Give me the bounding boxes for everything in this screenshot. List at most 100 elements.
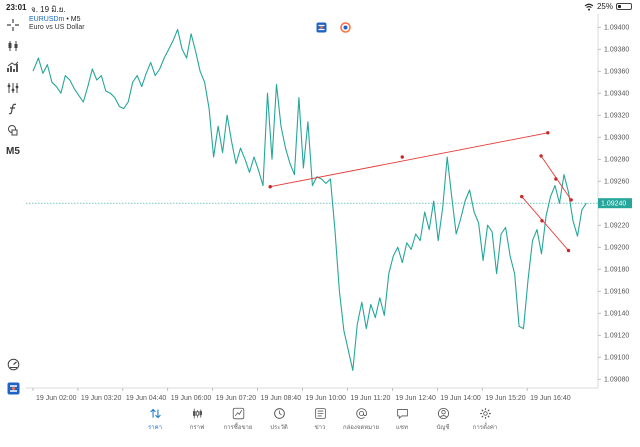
chat-icon bbox=[396, 409, 408, 419]
current-price-marker: 1.09240 bbox=[26, 198, 632, 209]
trendline-anchor[interactable] bbox=[268, 185, 272, 189]
history-icon bbox=[273, 408, 285, 419]
x-tick-label: 19 Jun 14:00 bbox=[440, 395, 481, 402]
trendline-anchor[interactable] bbox=[520, 194, 524, 199]
trade-levels-icon[interactable] bbox=[340, 20, 351, 33]
y-tick-label: 1.09360 bbox=[604, 69, 629, 76]
y-tick-label: 1.09380 bbox=[604, 47, 629, 54]
trendline-anchor[interactable] bbox=[554, 177, 558, 181]
news-icon bbox=[314, 408, 326, 419]
trendline-anchor[interactable] bbox=[400, 155, 404, 159]
settings-icon bbox=[479, 408, 491, 419]
x-tick-label: 19 Jun 04:40 bbox=[126, 395, 167, 402]
x-tick-label: 19 Jun 03:20 bbox=[81, 395, 122, 402]
x-tick-label: 19 Jun 08:40 bbox=[261, 395, 302, 402]
y-tick-label: 1.09320 bbox=[604, 113, 629, 120]
timeframe-button[interactable]: M5 bbox=[4, 143, 22, 159]
y-tick-label: 1.09340 bbox=[604, 91, 629, 98]
current-price-label: 1.09240 bbox=[601, 201, 626, 208]
y-tick-label: 1.09400 bbox=[604, 25, 629, 32]
y-tick-label: 1.09180 bbox=[604, 267, 629, 274]
symbol-name: EURUSDm bbox=[29, 16, 65, 23]
x-tick-label: 19 Jun 12:40 bbox=[395, 395, 436, 402]
nav-label: กราฟ bbox=[189, 425, 205, 431]
symbol-separator: • bbox=[66, 16, 69, 23]
account-icon bbox=[437, 407, 449, 420]
nav-label: การตั้งค่า bbox=[472, 425, 498, 431]
y-tick-label: 1.09200 bbox=[604, 245, 629, 252]
battery-percent: 25% bbox=[596, 2, 613, 11]
objects-icon[interactable] bbox=[4, 80, 22, 96]
nav-label: ราคา bbox=[148, 425, 162, 431]
nav-item-news[interactable]: ข่าว bbox=[298, 407, 342, 432]
status-date: จ. 19 มิ.ย. bbox=[31, 5, 66, 14]
function-icon[interactable] bbox=[4, 101, 22, 117]
one-click-trading-toggle-icon[interactable] bbox=[316, 20, 327, 33]
y-tick-label: 1.09220 bbox=[604, 223, 629, 230]
price-axis: 1.09400 1.09380 1.09360 1.09340 1.09320 1.093… bbox=[26, 14, 629, 389]
quotes-icon bbox=[149, 408, 161, 419]
shapes-icon[interactable] bbox=[4, 122, 22, 138]
price-line bbox=[32, 28, 587, 371]
price-chart[interactable]: 1.09400 1.09380 1.09360 1.09340 1.09320 1.093… bbox=[26, 14, 640, 404]
y-tick-label: 1.09120 bbox=[604, 333, 629, 340]
symbol-description: Euro vs US Dollar bbox=[29, 24, 85, 31]
x-tick-label: 19 Jun 10:00 bbox=[306, 395, 347, 402]
nav-item-settings[interactable]: การตั้งค่า bbox=[463, 407, 507, 432]
x-tick-label: 19 Jun 07:20 bbox=[216, 395, 257, 402]
nav-item-account[interactable]: บัญชี bbox=[421, 407, 465, 432]
nav-item-history[interactable]: ประวัติ bbox=[257, 407, 301, 432]
one-click-trading-icon[interactable] bbox=[4, 380, 22, 396]
y-tick-label: 1.09280 bbox=[604, 157, 629, 164]
trendline-anchor[interactable] bbox=[539, 154, 543, 158]
y-tick-label: 1.09140 bbox=[604, 311, 629, 318]
chart-area[interactable]: 1.09400 1.09380 1.09360 1.09340 1.09320 1.093… bbox=[26, 14, 640, 404]
chart-icon bbox=[192, 408, 202, 419]
speedometer-icon[interactable] bbox=[4, 356, 22, 372]
time-axis: 19 Jun 02:00 19 Jun 03:20 19 Jun 04:40 19 J… bbox=[32, 388, 571, 402]
trendline[interactable] bbox=[270, 132, 548, 188]
y-tick-label: 1.09100 bbox=[604, 355, 629, 362]
nav-label: การซื้อขาย bbox=[223, 425, 253, 431]
crosshair-icon[interactable] bbox=[4, 17, 22, 33]
trendlines[interactable] bbox=[268, 131, 573, 253]
y-tick-label: 1.09080 bbox=[604, 377, 629, 384]
left-toolbar: M5 bbox=[0, 14, 26, 399]
y-tick-label: 1.09160 bbox=[604, 289, 629, 296]
symbol-header: EURUSDm • M5 bbox=[29, 16, 80, 23]
y-tick-label: 1.09260 bbox=[604, 179, 629, 186]
nav-item-trade[interactable]: การซื้อขาย bbox=[216, 407, 260, 432]
status-bar: 23:01 จ. 19 มิ.ย. 25% bbox=[0, 0, 640, 14]
symbol-timeframe: M5 bbox=[70, 16, 81, 23]
status-time: 23:01 bbox=[6, 3, 27, 12]
battery-icon bbox=[616, 3, 632, 10]
trendline-anchor[interactable] bbox=[566, 248, 571, 253]
trendline-anchor[interactable] bbox=[546, 131, 550, 135]
x-tick-label: 19 Jun 16:40 bbox=[530, 395, 571, 402]
nav-label: บัญชี bbox=[436, 425, 450, 431]
trendline-anchor[interactable] bbox=[540, 219, 544, 223]
indicators-icon[interactable] bbox=[4, 59, 22, 75]
nav-item-quotes[interactable]: ราคา bbox=[133, 407, 177, 432]
nav-item-chart[interactable]: กราฟ bbox=[175, 407, 219, 432]
x-tick-label: 19 Jun 06:00 bbox=[171, 395, 212, 402]
trendline[interactable] bbox=[521, 196, 569, 251]
nav-item-mailbox[interactable]: กล่องจดหมาย bbox=[339, 407, 383, 432]
nav-label: ข่าว bbox=[314, 425, 326, 431]
price-series bbox=[32, 28, 587, 371]
x-tick-label: 19 Jun 15:20 bbox=[485, 395, 526, 402]
trade-icon bbox=[232, 407, 244, 420]
y-tick-label: 1.09300 bbox=[604, 135, 629, 142]
status-right: 25% bbox=[584, 2, 632, 11]
current-price-badge bbox=[598, 198, 632, 209]
nav-label: กล่องจดหมาย bbox=[342, 425, 380, 431]
timeframe-label: M5 bbox=[6, 145, 20, 157]
nav-label: ประวัติ bbox=[270, 425, 288, 431]
nav-label: แชท bbox=[396, 425, 408, 431]
candlestick-icon[interactable] bbox=[4, 38, 22, 54]
nav-item-chat[interactable]: แชท bbox=[380, 407, 424, 432]
bottom-nav: ราคา กราฟ การซื้อขาย ประวัติ ข่าว กล่องจดหมาย… bbox=[0, 404, 640, 447]
trendline-anchor[interactable] bbox=[569, 198, 573, 202]
mailbox-icon bbox=[355, 408, 367, 419]
wifi-icon bbox=[584, 3, 594, 11]
